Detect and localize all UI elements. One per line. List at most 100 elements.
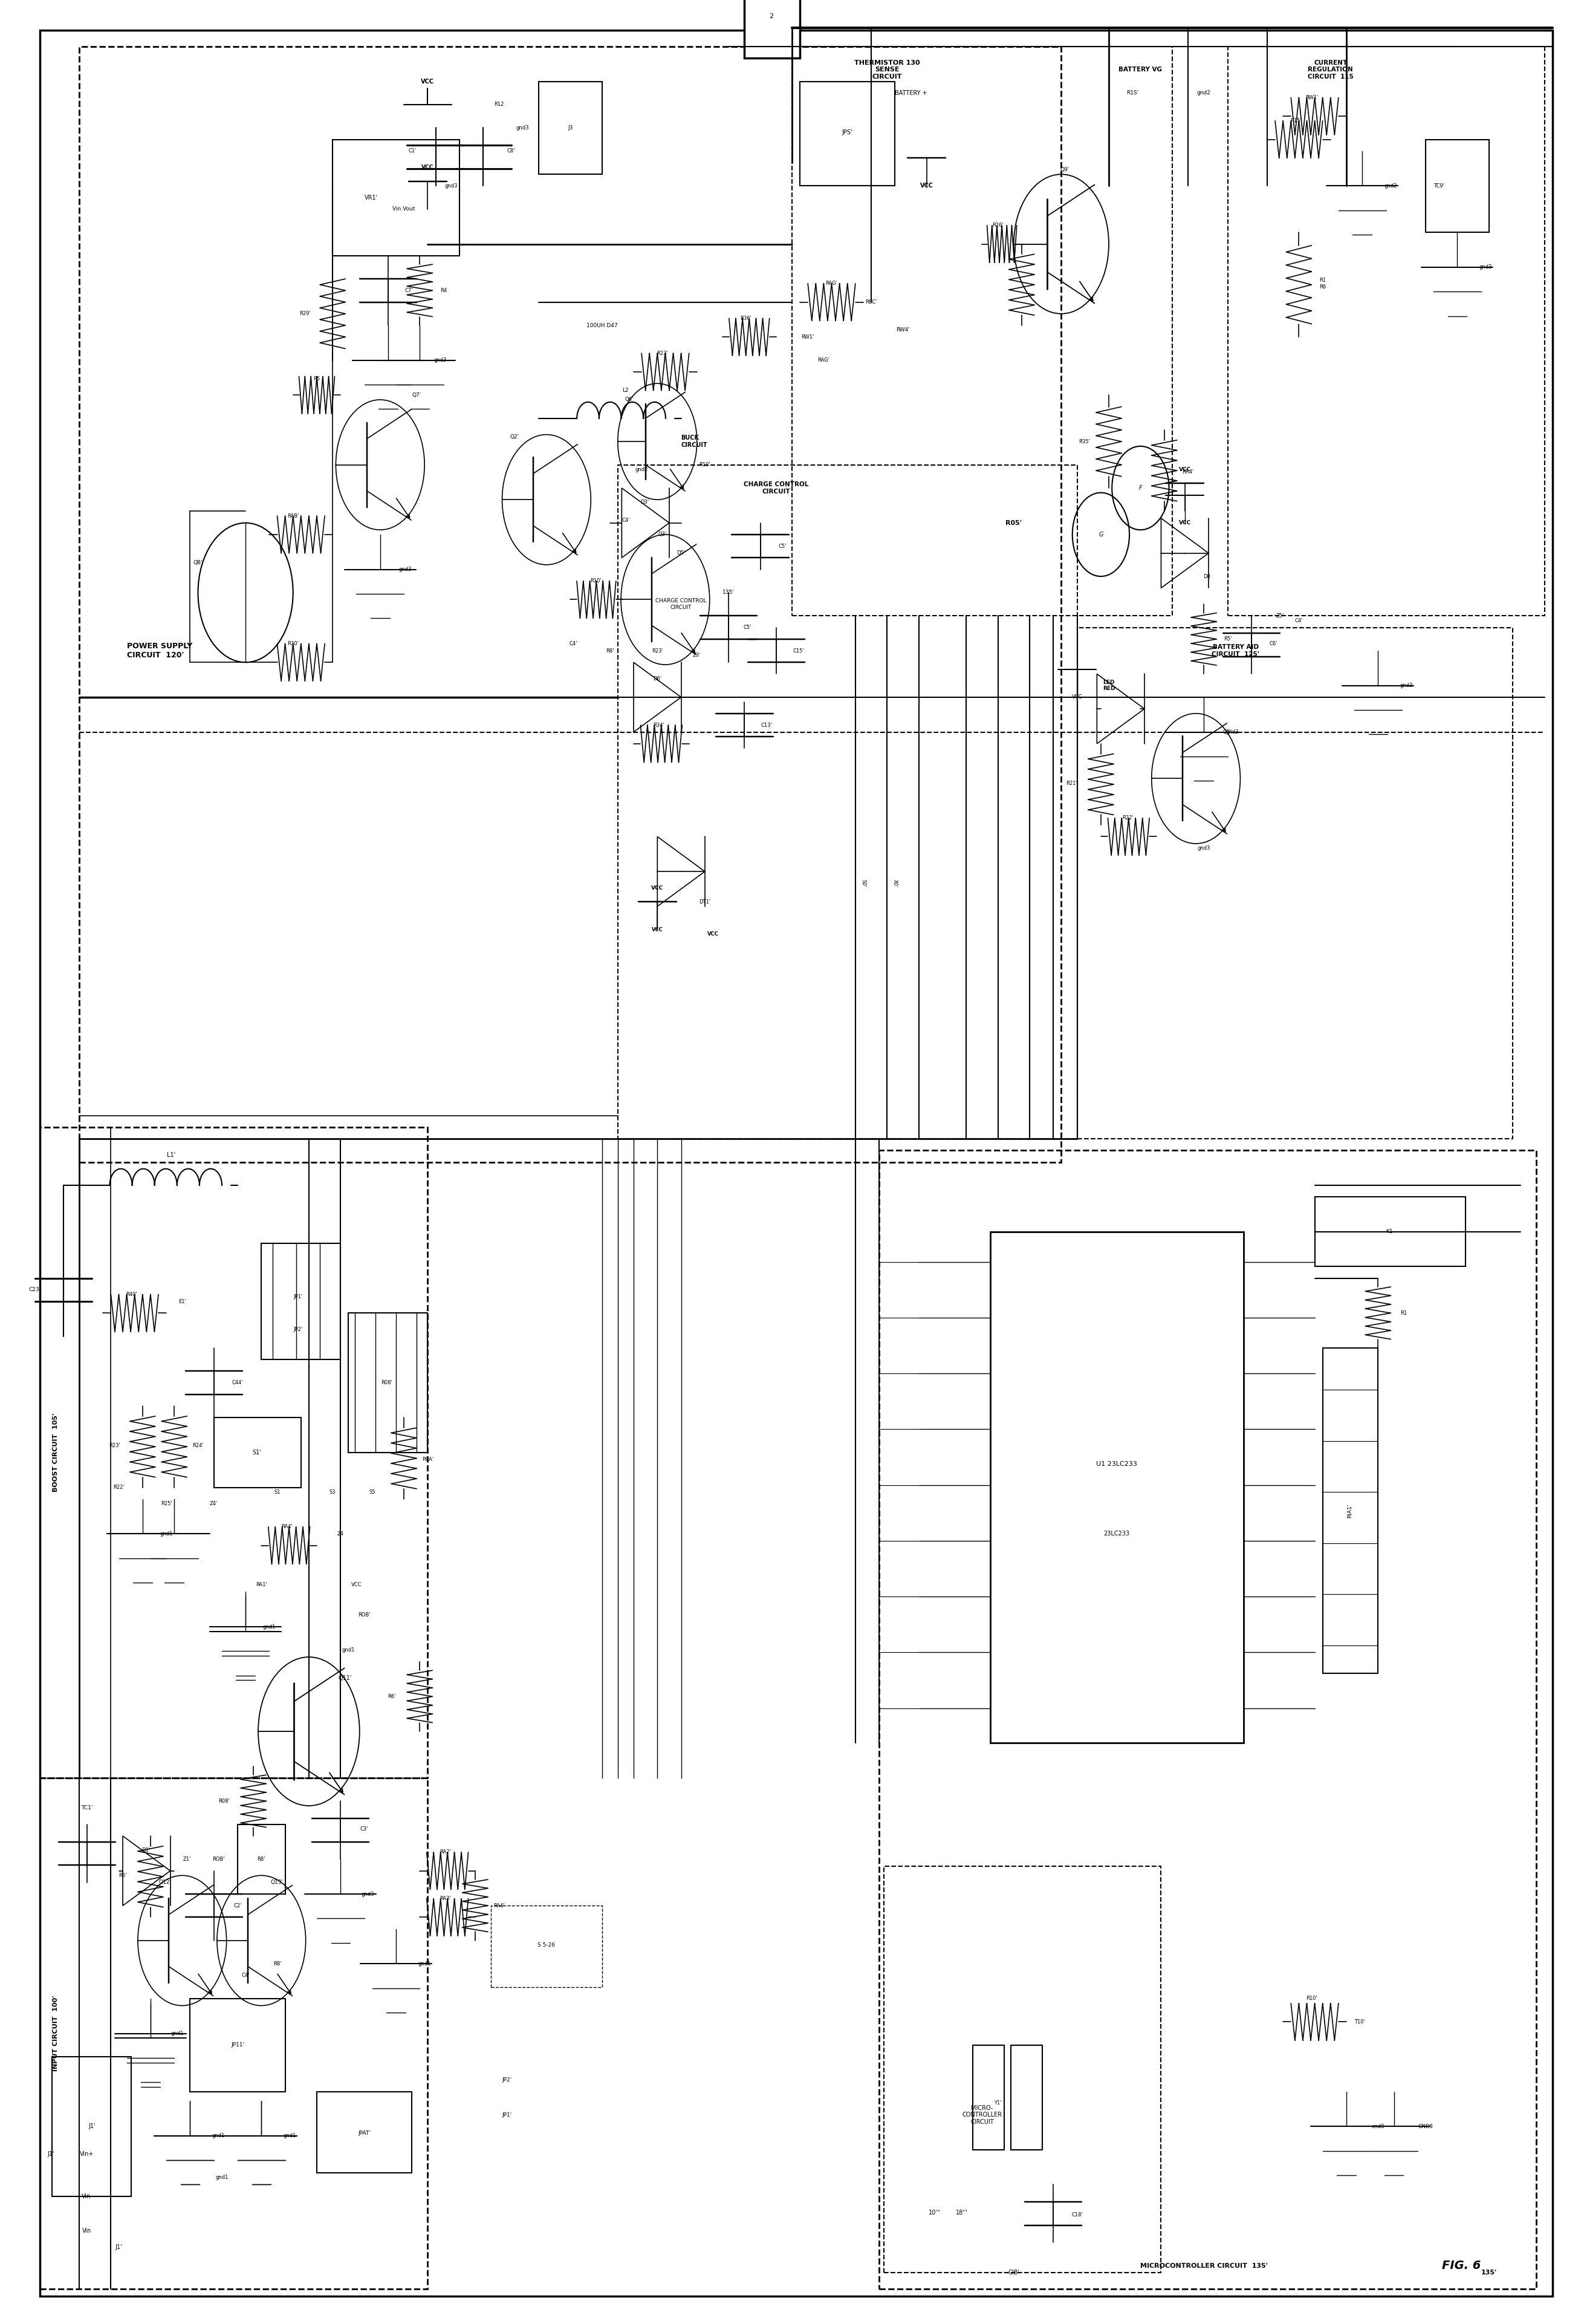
Text: Q2': Q2'	[510, 435, 520, 439]
Bar	[884, 1866, 1161, 2273]
Text: 18''': 18'''	[955, 2210, 968, 2215]
Text: L1': L1'	[166, 1153, 176, 1157]
Text: gnd3: gnd3	[1400, 683, 1413, 688]
Text: gnd3: gnd3	[1198, 846, 1210, 851]
Text: gnd1: gnd1	[263, 1624, 276, 1629]
Bar	[261, 1243, 341, 1360]
Text: R1S': R1S'	[1126, 91, 1139, 95]
Text: RAG': RAG'	[817, 358, 830, 363]
Bar	[744, 0, 800, 58]
Text: R26': R26'	[992, 223, 1004, 228]
Text: gnd3: gnd3	[516, 125, 529, 130]
Bar	[348, 1313, 428, 1452]
Bar	[1011, 2045, 1042, 2150]
Bar	[539, 81, 602, 174]
Text: Vin+: Vin+	[81, 2152, 93, 2157]
Text: C3': C3'	[360, 1827, 369, 1831]
Text: RIA1': RIA1'	[1346, 1504, 1353, 1518]
Text: R08': R08'	[380, 1380, 393, 1385]
Bar	[618, 465, 1077, 1139]
Text: VR1': VR1'	[364, 195, 377, 200]
Text: JP2': JP2'	[293, 1327, 303, 1332]
Text: gnd1: gnd1	[342, 1648, 355, 1652]
Text: R21': R21'	[1066, 781, 1077, 786]
Text: R5: R5	[314, 376, 320, 381]
Text: C1': C1'	[409, 149, 417, 153]
Text: THERMISTOR 130
SENSE
CIRCUIT: THERMISTOR 130 SENSE CIRCUIT	[854, 60, 920, 79]
Text: R34': R34'	[653, 723, 665, 727]
Text: Z3': Z3'	[692, 653, 702, 658]
Text: R6': R6'	[388, 1694, 396, 1699]
Bar	[1426, 139, 1489, 232]
Text: S 5-26: S 5-26	[537, 1943, 556, 1948]
Text: Z1': Z1'	[182, 1857, 192, 1862]
Text: Q7': Q7'	[412, 393, 421, 397]
Text: R12: R12	[494, 102, 504, 107]
Text: CHARGE CONTROL
CIRCUIT: CHARGE CONTROL CIRCUIT	[744, 481, 808, 495]
Text: K1: K1	[1386, 1229, 1392, 1234]
Bar	[190, 1999, 285, 2092]
Text: R22': R22'	[1121, 816, 1134, 820]
Text: VCC: VCC	[421, 165, 434, 170]
Text: VCC: VCC	[651, 885, 664, 890]
Text: BATTERY AID
CIRCUIT  125': BATTERY AID CIRCUIT 125'	[1212, 644, 1259, 658]
Text: gnd3: gnd3	[434, 358, 447, 363]
Text: VCC: VCC	[1178, 521, 1191, 525]
Text: 23LC233: 23LC233	[1104, 1532, 1129, 1536]
Text: Q9': Q9'	[1060, 167, 1069, 172]
Text: gnd3: gnd3	[445, 184, 458, 188]
Text: R22': R22'	[112, 1485, 125, 1490]
Text: VCC: VCC	[1072, 695, 1082, 700]
Text: R24': R24'	[192, 1443, 204, 1448]
Bar	[40, 1127, 428, 1778]
Bar	[1323, 1348, 1378, 1673]
Text: R25': R25'	[160, 1501, 173, 1506]
Text: RW1': RW1'	[1305, 95, 1318, 100]
Bar	[1228, 46, 1544, 616]
Text: R15': R15'	[1289, 119, 1302, 123]
Text: R08': R08'	[219, 1799, 230, 1803]
Text: RW1': RW1'	[802, 335, 814, 339]
Text: R30': R30'	[287, 641, 299, 646]
Text: Vin Vout: Vin Vout	[393, 207, 415, 211]
Text: Q11': Q11'	[339, 1676, 352, 1680]
Text: R5': R5'	[1223, 637, 1232, 641]
Text: C7': C7'	[404, 288, 413, 293]
Text: VCC: VCC	[1178, 467, 1191, 472]
Text: S1: S1	[274, 1490, 280, 1494]
Text: C15': C15'	[792, 648, 805, 653]
Text: ROB': ROB'	[212, 1857, 225, 1862]
Text: BATTERY +: BATTERY +	[895, 91, 927, 95]
Text: gnd1: gnd1	[284, 2133, 296, 2138]
Text: gnd2: gnd2	[635, 467, 648, 472]
Text: JPS': JPS'	[843, 130, 852, 135]
Text: RR4': RR4'	[1182, 469, 1194, 474]
Text: MICROCONTROLLER CIRCUIT  135': MICROCONTROLLER CIRCUIT 135'	[1140, 2264, 1267, 2268]
Text: R6C': R6C'	[865, 300, 878, 304]
Text: S3: S3	[329, 1490, 336, 1494]
Text: VCC: VCC	[651, 927, 664, 932]
Text: R10': R10'	[1305, 1996, 1318, 2001]
Text: DT1': DT1'	[699, 899, 711, 904]
Text: RA3': RA3'	[439, 1896, 451, 1901]
Text: C4': C4'	[569, 641, 578, 646]
Text: CURRENT
REGULATION
CIRCUIT  115: CURRENT REGULATION CIRCUIT 115	[1308, 60, 1353, 79]
Text: S5: S5	[369, 1490, 375, 1494]
Text: end8: end8	[1372, 2124, 1384, 2129]
Text: R23': R23'	[651, 648, 664, 653]
Text: J1': J1'	[48, 2152, 54, 2157]
Text: ROB': ROB'	[358, 1613, 371, 1618]
Text: 100UH D47: 100UH D47	[586, 323, 618, 328]
Bar	[333, 139, 459, 256]
Text: R8': R8'	[257, 1857, 266, 1862]
Text: C8': C8'	[507, 149, 515, 153]
Text: X0': X0'	[892, 878, 898, 888]
Text: VCC: VCC	[920, 184, 933, 188]
Bar	[491, 1906, 602, 1987]
Text: BOOST CIRCUIT  105': BOOST CIRCUIT 105'	[52, 1413, 59, 1492]
Text: S1': S1'	[252, 1450, 261, 1455]
Text: C5': C5'	[778, 544, 787, 548]
Text: Q12': Q12'	[158, 1880, 171, 1885]
Text: gnd1: gnd1	[160, 1532, 173, 1536]
Text: RAB': RAB'	[287, 514, 299, 518]
